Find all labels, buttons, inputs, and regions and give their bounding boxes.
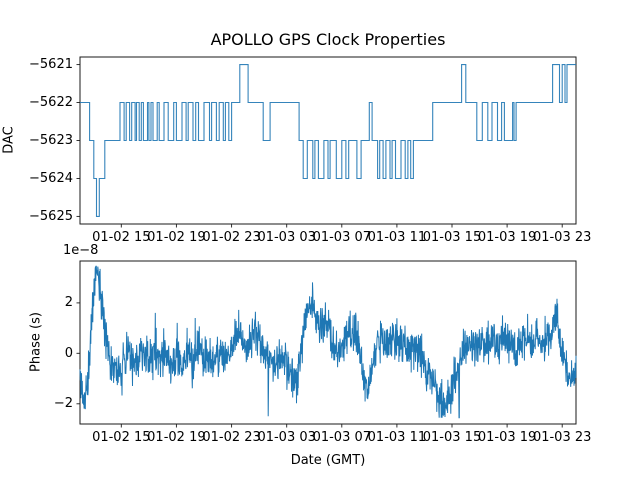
phase-scale-offset-label: 1e−8	[63, 243, 99, 258]
date-axis-label: Date (GMT)	[290, 453, 366, 468]
dac-axis-label: DAC	[1, 126, 17, 154]
phase-axis-label: Phase (s)	[28, 312, 44, 372]
figure-title: APOLLO GPS Clock Properties	[210, 30, 446, 49]
